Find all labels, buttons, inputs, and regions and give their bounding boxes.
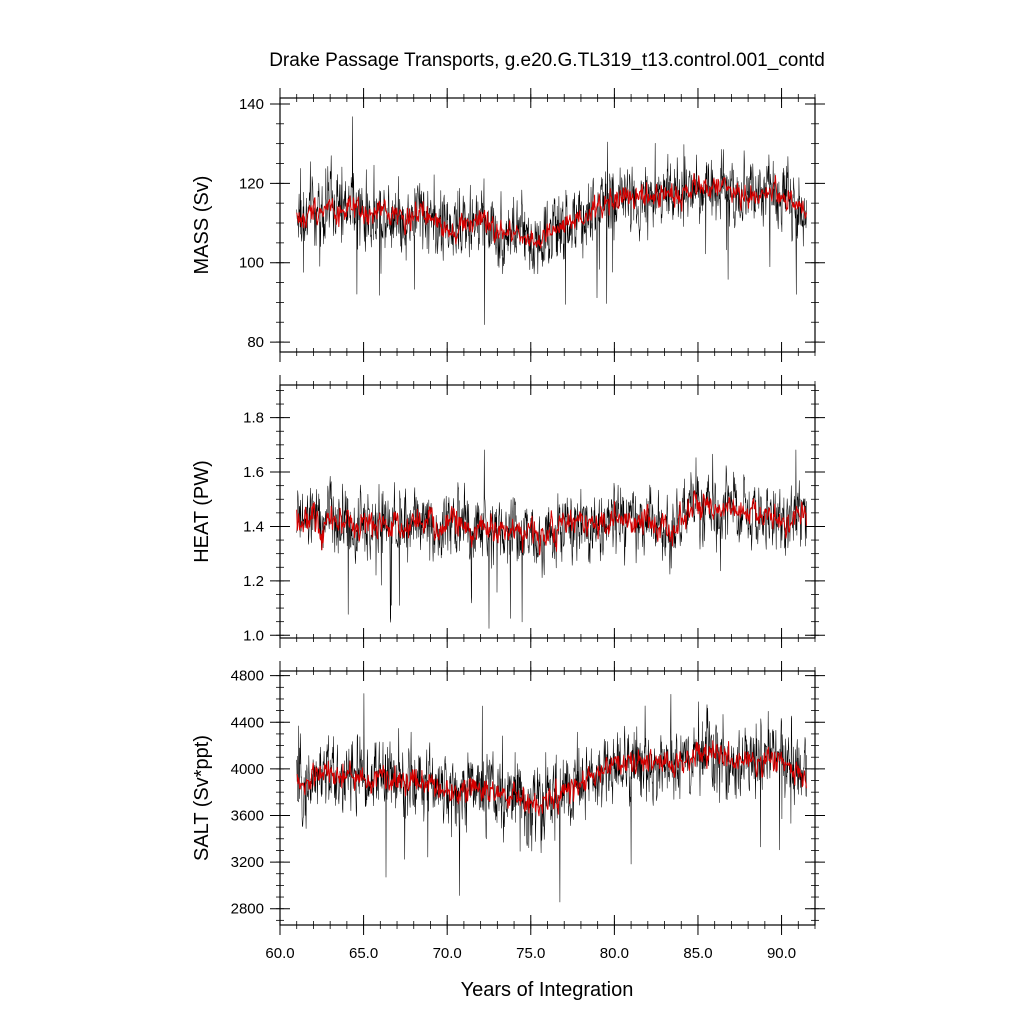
y-axis-label-heat: HEAT (PW) xyxy=(191,460,213,563)
x-tick-label: 80.0 xyxy=(600,945,629,962)
y-tick-label: 120 xyxy=(239,175,264,192)
y-tick-label: 1.0 xyxy=(243,627,264,644)
series-smoothed-heat xyxy=(296,490,807,556)
y-tick-label: 80 xyxy=(247,334,264,351)
x-tick-label: 70.0 xyxy=(433,945,462,962)
x-tick-label: 85.0 xyxy=(683,945,712,962)
y-tick-label: 3200 xyxy=(231,854,264,871)
x-tick-label: 65.0 xyxy=(349,945,378,962)
y-tick-label: 1.2 xyxy=(243,573,264,590)
series-smoothed-salt xyxy=(296,740,807,817)
y-axis-label-salt: SALT (Sv*ppt) xyxy=(191,735,213,861)
y-tick-label: 1.6 xyxy=(243,464,264,481)
x-tick-label: 75.0 xyxy=(516,945,545,962)
y-tick-label: 4400 xyxy=(231,714,264,731)
y-tick-label: 4800 xyxy=(231,668,264,685)
y-tick-label: 4000 xyxy=(231,761,264,778)
series-raw-heat xyxy=(296,449,807,629)
series-smoothed-mass xyxy=(296,173,807,249)
y-tick-label: 3600 xyxy=(231,807,264,824)
y-tick-label: 140 xyxy=(239,96,264,113)
y-tick-label: 1.4 xyxy=(243,518,264,535)
chart-title: Drake Passage Transports, g.e20.G.TL319_… xyxy=(269,50,825,71)
y-tick-label: 100 xyxy=(239,255,264,272)
panel-heat: 1.0 1.2 1.4 1.6 1.8 HEAT (PW) xyxy=(191,375,825,648)
x-tick-label: 60.0 xyxy=(265,945,294,962)
x-tick-label: 90.0 xyxy=(767,945,796,962)
plot-frame-salt xyxy=(279,670,816,926)
y-axis-label-mass: MASS (Sv) xyxy=(191,176,213,275)
x-axis-label: Years of Integration xyxy=(461,979,634,1001)
y-tick-label: 2800 xyxy=(231,901,264,918)
panel-mass: 80 100 120 140 MASS (Sv) xyxy=(191,88,825,362)
y-tick-label: 1.8 xyxy=(243,410,264,427)
panel-salt: 2800 3200 3600 4000 4400 4800 60.0 65.0 70.0 75.0… xyxy=(191,661,825,962)
